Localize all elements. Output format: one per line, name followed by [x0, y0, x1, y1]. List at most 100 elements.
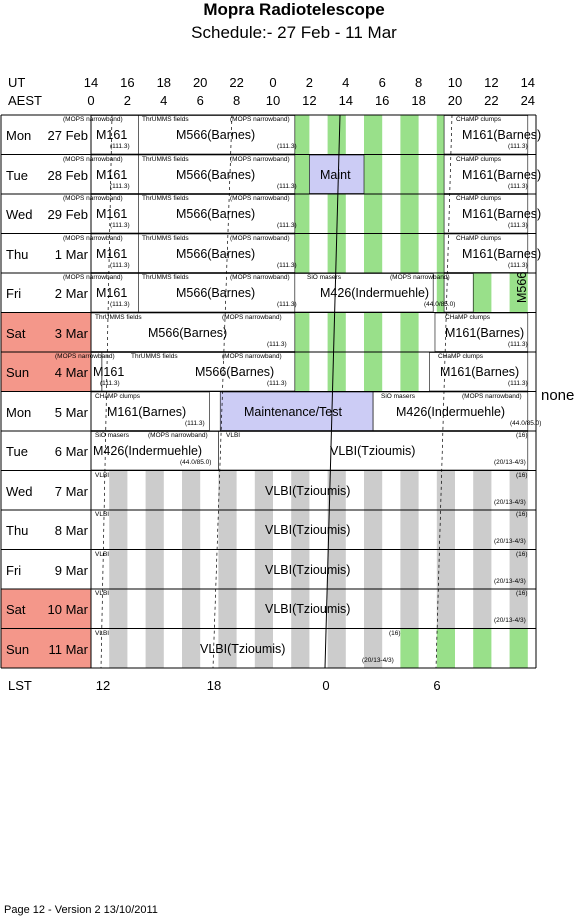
freq-note: (16): [516, 590, 528, 597]
vlbi-note: VLBI: [95, 629, 110, 637]
time-stripe: [400, 194, 419, 234]
mops-note: (MOPS narrowband): [462, 392, 522, 400]
aest-tick: 22: [484, 93, 499, 108]
thrumms-note: ThrUMMS fields: [142, 155, 189, 163]
aest-tick: 4: [160, 93, 168, 108]
freq-note: (111.3): [185, 419, 205, 427]
schedule-block: [372, 391, 529, 431]
project-m566: M566(Barnes): [176, 128, 256, 142]
day-date: 6 Mar: [54, 444, 88, 459]
thrumms-note: ThrUMMS fields: [142, 234, 189, 242]
time-stripe: [109, 628, 128, 668]
time-stripe: [291, 194, 310, 234]
time-stripe: [364, 194, 383, 234]
time-stripe: [473, 470, 492, 510]
freq-note: (20/13-4/3): [494, 617, 526, 624]
champ-note: CHaMP clumps: [456, 195, 502, 202]
time-stripe: [436, 510, 455, 550]
mops-note: (MOPS narrowband): [63, 234, 123, 242]
time-stripe: [254, 549, 273, 589]
aest-tick: 14: [338, 93, 354, 108]
freq-note: (44.0/85.0): [510, 419, 542, 427]
aest-axis-label: AEST: [8, 93, 42, 108]
time-stripe: [400, 312, 419, 352]
freq-note: (111.3): [110, 301, 130, 308]
mops-note: (MOPS narrowband): [222, 353, 282, 360]
ut-tick: 10: [447, 75, 463, 90]
time-stripe: [254, 628, 273, 668]
aest-tick: 6: [196, 93, 204, 108]
time-stripe: [254, 510, 273, 550]
time-stripe: [364, 470, 383, 510]
freq-note: (44.0/85.0): [180, 459, 212, 466]
aest-tick: 24: [520, 93, 536, 108]
time-stripe: [364, 510, 383, 550]
lst-tick: 18: [206, 678, 222, 693]
day-date: 7 Mar: [54, 483, 88, 499]
schedule-block: [434, 312, 529, 352]
time-stripe: [218, 470, 237, 510]
time-stripe: [364, 154, 383, 194]
time-stripe: [509, 273, 528, 313]
time-stripe: [400, 233, 419, 273]
sio-note: SiO masers: [95, 432, 129, 439]
time-stripe: [291, 233, 310, 273]
vlbi-note: VLBI: [226, 432, 241, 439]
thrumms-note: ThrUMMS fields: [95, 313, 142, 321]
aest-tick: 10: [265, 93, 281, 108]
project-m566: M566(Barnes): [148, 325, 228, 340]
time-stripe: [400, 115, 419, 155]
time-stripe: [291, 589, 310, 629]
thrumms-note: ThrUMMS fields: [142, 116, 189, 123]
mops-note: (MOPS narrowband): [63, 155, 123, 163]
ut-tick: 4: [342, 75, 350, 90]
thrumms-note: ThrUMMS fields: [131, 353, 178, 360]
ut-tick: 20: [192, 75, 208, 90]
vlbi-note: VLBI: [95, 590, 110, 597]
weekend-day-bg: [1, 312, 91, 352]
day-name: Thu: [6, 246, 29, 262]
mops-note: (MOPS narrowband): [222, 313, 282, 321]
weekend-day-bg: [1, 628, 91, 668]
champ-note: CHaMP clumps: [95, 392, 141, 400]
freq-note: (16): [516, 471, 528, 479]
aest-tick: 18: [411, 93, 426, 108]
freq-note: (111.3): [110, 261, 130, 269]
time-stripe: [509, 510, 528, 550]
time-stripe: [182, 549, 201, 589]
project-m161-barnes: M161(Barnes): [462, 246, 542, 261]
time-stripe: [218, 628, 237, 668]
day-date: 4 Mar: [54, 365, 88, 380]
freq-note: (20/13-4/3): [494, 459, 526, 466]
champ-note: CHaMP clumps: [445, 313, 491, 321]
ut-tick: 18: [156, 75, 172, 90]
freq-note: (111.3): [267, 340, 287, 348]
day-date: 27 Feb: [47, 128, 88, 143]
day-date: 9 Mar: [54, 562, 88, 578]
time-stripe: [145, 589, 164, 629]
day-name: Sun: [6, 641, 30, 657]
champ-note: CHaMP clumps: [456, 116, 502, 123]
freq-note: (20/13-4/3): [494, 538, 526, 545]
project-m161-barnes: M161(Barnes): [462, 128, 542, 142]
time-stripe: [473, 628, 492, 668]
time-stripe: [509, 549, 528, 589]
freq-note: (20/13-4/3): [494, 577, 526, 585]
schedule-block: [138, 154, 296, 194]
page-title: Mopra Radiotelescope: [203, 0, 385, 19]
day-name: Wed: [6, 483, 33, 499]
ut-tick: 6: [378, 75, 386, 90]
time-stripe: [327, 312, 346, 352]
maint-block: Maint: [320, 167, 351, 182]
freq-note: (44.0/85.0): [424, 301, 456, 308]
freq-note: (111.3): [508, 340, 528, 348]
schedule-block: [443, 273, 474, 313]
time-stripe: [364, 549, 383, 589]
freq-note: (111.3): [277, 222, 297, 229]
schedule-block: [90, 115, 139, 155]
freq-note: (111.3): [508, 143, 528, 150]
schedule-block: [138, 273, 296, 313]
schedule-block: [218, 431, 529, 471]
time-stripe: [327, 510, 346, 550]
